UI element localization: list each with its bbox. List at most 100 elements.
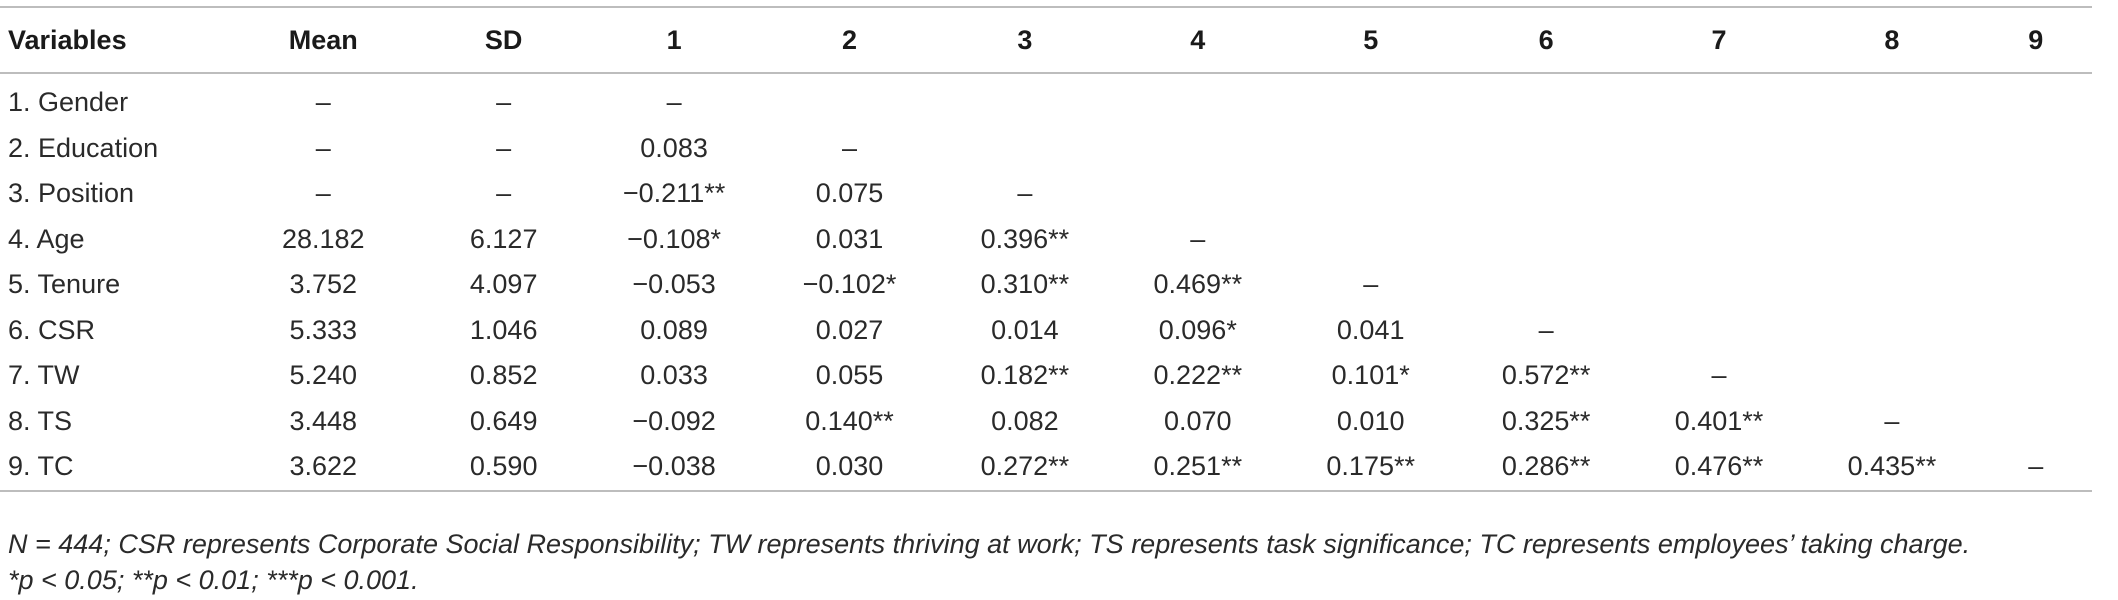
table-cell: 0.649 [469,405,538,436]
table-cell: – [841,132,857,163]
table-cell [1804,308,1979,354]
table-cell: 0.010 [1336,405,1405,436]
table-row: 5. Tenure 3.752 4.097 −0.053 −0.102* 0.310** 0… [0,262,2092,308]
column-header: 6 [1538,24,1554,55]
table-cell: 0.175** [1326,451,1415,482]
table-cell [1634,262,1804,308]
table-cell: 1.046 [469,314,538,345]
table-cell: −0.108* [627,223,721,254]
table-cell: 0.182** [980,360,1070,391]
table-cell [1634,73,1804,126]
table-cell: 0.031 [815,223,884,254]
column-header: 1 [666,24,682,55]
table-cell: 3.448 [289,405,358,436]
table-cell [1283,73,1458,126]
table-cell: 0.075 [815,178,884,209]
correlation-table: Variables Mean SD 1 2 3 4 5 6 7 8 9 1. Gender – – –2. … [0,6,2092,492]
table-cell: – [1538,314,1554,345]
table-body: 1. Gender – – –2. Education – –0.083–3. Posit… [0,73,2092,491]
row-label: 9. TC [8,451,74,482]
table-cell: 28.182 [281,223,365,254]
table-cell: 0.476** [1674,451,1764,482]
table-cell: −0.102* [802,269,897,300]
table-cell [762,73,937,126]
table-cell: 0.041 [1336,314,1405,345]
table-cell: 0.435** [1847,451,1937,482]
table-cell [1458,217,1633,263]
table-cell: 5.333 [289,314,358,345]
row-label: 6. CSR [8,314,96,345]
table-cell [1804,262,1979,308]
table-cell [1113,126,1283,172]
table-cell [1980,171,2092,217]
table-cell: – [1711,360,1727,391]
table-cell: 0.089 [640,314,708,345]
table-cell [1804,73,1979,126]
footnote-line-2: *p < 0.05; **p < 0.01; ***p < 0.001. [8,565,419,595]
table-cell: 0.572** [1501,360,1591,391]
table-cell: −0.053 [632,269,716,300]
table-cell: – [1363,269,1379,300]
table-cell [1804,171,1979,217]
table-row: 1. Gender – – – [0,73,2092,126]
table-cell: −0.211** [622,178,726,209]
table-cell [1980,308,2092,354]
table-cell: 0.325** [1501,405,1591,436]
table-cell [1458,171,1633,217]
table-cell: 6.127 [469,223,538,254]
table-cell: 0.140** [805,405,894,436]
row-label: 5. Tenure [8,269,121,300]
table-cell: – [496,178,512,209]
row-label: 7. TW [8,360,80,391]
column-header: 3 [1017,24,1033,55]
table-footnote: N = 444; CSR represents Corporate Social… [8,526,1970,598]
table-cell: 0.083 [640,132,708,163]
column-header: 8 [1884,24,1900,55]
table-cell [1634,217,1804,263]
table-cell: 0.310** [980,269,1070,300]
table-cell [1980,73,2092,126]
table-cell: – [315,132,331,163]
column-header: Mean [288,24,358,55]
table-cell: 0.286** [1501,451,1591,482]
row-label: 4. Age [8,223,85,254]
table-cell: – [1884,405,1900,436]
table-cell: 0.030 [815,451,884,482]
table-row: 7. TW 5.240 0.852 0.033 0.055 0.182** 0.222** 0… [0,353,2092,399]
table-row: 9. TC 3.622 0.590 −0.038 0.030 0.272** 0.251**… [0,444,2092,491]
table-cell [1980,353,2092,399]
table-cell [1980,126,2092,172]
table-cell [1804,126,1979,172]
table-cell [1283,171,1458,217]
table-cell [937,73,1112,126]
table-cell: – [315,178,331,209]
column-header: 5 [1363,24,1379,55]
column-header: 2 [841,24,857,55]
row-label: 1. Gender [8,87,129,118]
table-cell: 0.027 [815,314,884,345]
table-cell [1634,126,1804,172]
table-cell: – [2028,451,2044,482]
table-cell: – [1017,178,1033,209]
column-header: 4 [1190,24,1206,55]
table-cell: −0.038 [632,451,716,482]
table-row: 4. Age 28.182 6.127 −0.108* 0.031 0.396** – [0,217,2092,263]
table-cell: – [1190,223,1206,254]
table-cell: 0.082 [991,405,1059,436]
table-header-row: Variables Mean SD 1 2 3 4 5 6 7 8 9 [0,7,2092,73]
table-cell: 3.622 [289,451,358,482]
table-cell: 0.590 [469,451,538,482]
table-cell: – [666,87,682,118]
table-cell [1458,262,1633,308]
table-cell [1804,217,1979,263]
table-cell: 0.852 [469,360,538,391]
column-header: 7 [1711,24,1727,55]
table-cell: 0.101* [1331,360,1410,391]
table-cell [1458,126,1633,172]
table-cell [1634,308,1804,354]
table-cell [1634,171,1804,217]
table-cell: 5.240 [289,360,358,391]
table-cell: – [496,87,512,118]
table-cell [1804,353,1979,399]
table-cell: 0.070 [1164,405,1232,436]
